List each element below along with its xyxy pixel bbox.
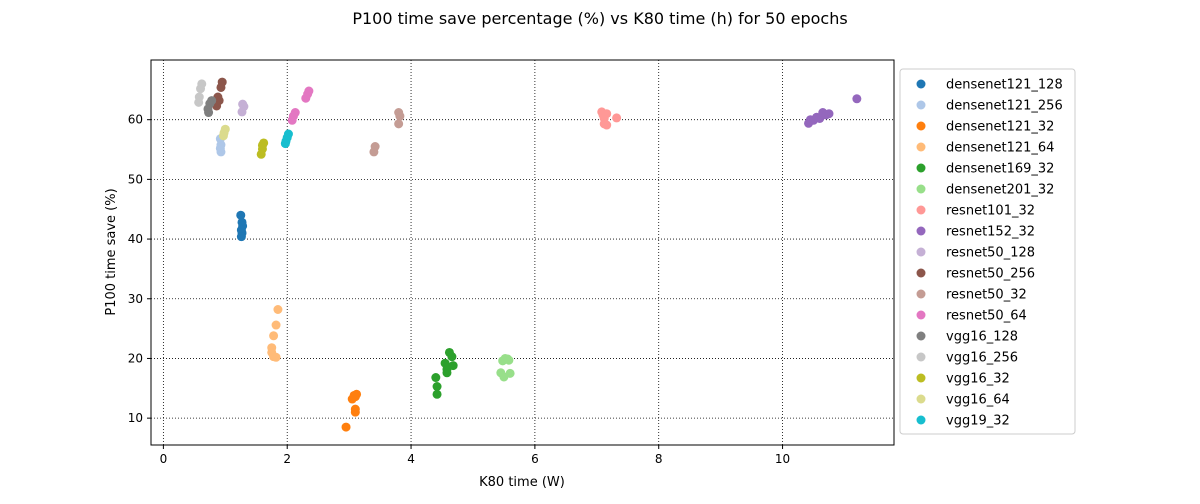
point-resnet50_256 — [216, 82, 226, 92]
point-densenet121_128 — [236, 232, 246, 242]
legend-marker-resnet50_32 — [916, 289, 926, 299]
point-densenet169_32 — [442, 368, 452, 378]
legend-label-densenet121_32: densenet121_32 — [946, 120, 1054, 135]
data-points — [194, 77, 862, 432]
legend-label-vgg16_128: vgg16_128 — [946, 330, 1018, 345]
y-tick-label: 20 — [128, 351, 143, 365]
legend-marker-vgg19_32 — [916, 415, 926, 425]
y-tick-label: 30 — [128, 292, 143, 306]
x-axis-label: K80 time (W) — [479, 475, 565, 490]
y-axis-label: P100 time save (%) — [104, 188, 119, 315]
legend-marker-densenet121_32 — [916, 121, 926, 131]
legend-marker-vgg16_256 — [916, 352, 926, 362]
chart-title: P100 time save percentage (%) vs K80 tim… — [352, 9, 847, 28]
point-densenet169_32 — [448, 361, 458, 371]
point-resnet50_32 — [394, 119, 404, 129]
legend-marker-resnet50_64 — [916, 310, 926, 320]
y-tick-label: 40 — [128, 232, 143, 246]
legend-label-resnet101_32: resnet101_32 — [946, 204, 1035, 219]
point-resnet152_32 — [852, 94, 862, 104]
x-tick-label: 8 — [655, 452, 663, 466]
legend-label-densenet201_32: densenet201_32 — [946, 183, 1054, 198]
point-resnet152_32 — [824, 109, 834, 119]
legend-label-resnet50_64: resnet50_64 — [946, 309, 1027, 324]
legend-frame — [899, 68, 1076, 435]
point-vgg16_128 — [204, 108, 214, 118]
point-densenet169_32 — [431, 373, 441, 383]
x-tick-label: 4 — [407, 452, 415, 466]
point-densenet201_32 — [505, 368, 515, 378]
point-resnet50_64 — [301, 93, 311, 103]
point-densenet121_256 — [216, 147, 226, 157]
x-tick-label: 10 — [775, 452, 790, 466]
y-tick-label: 60 — [128, 113, 143, 127]
legend-marker-densenet201_32 — [916, 184, 926, 194]
point-densenet121_128 — [236, 210, 246, 220]
legend-label-densenet169_32: densenet169_32 — [946, 162, 1054, 177]
legend-marker-densenet169_32 — [916, 163, 926, 173]
point-vgg19_32 — [280, 139, 290, 149]
legend-marker-densenet121_64 — [916, 142, 926, 152]
grid — [151, 60, 894, 445]
point-vgg16_256 — [194, 97, 204, 107]
legend-label-vgg16_256: vgg16_256 — [946, 351, 1018, 366]
point-densenet121_32 — [350, 407, 360, 417]
point-densenet121_64 — [269, 331, 279, 341]
legend: densenet121_128 densenet121_256 densenet12… — [899, 68, 1076, 435]
point-resnet50_128 — [237, 107, 247, 117]
point-densenet121_64 — [273, 305, 283, 315]
point-densenet169_32 — [447, 352, 457, 362]
legend-marker-resnet101_32 — [916, 205, 926, 215]
point-densenet169_32 — [432, 382, 442, 392]
legend-label-densenet121_128: densenet121_128 — [946, 78, 1063, 93]
legend-label-resnet50_32: resnet50_32 — [946, 288, 1027, 303]
point-densenet201_32 — [504, 355, 514, 365]
point-densenet121_64 — [271, 352, 281, 362]
y-tick-label: 50 — [128, 172, 143, 186]
legend-label-resnet50_256: resnet50_256 — [946, 267, 1035, 282]
x-tick-label: 2 — [283, 452, 291, 466]
legend-marker-vgg16_64 — [916, 394, 926, 404]
legend-label-vgg19_32: vgg19_32 — [946, 414, 1010, 429]
point-resnet50_64 — [287, 115, 297, 125]
legend-label-densenet121_256: densenet121_256 — [946, 99, 1063, 114]
point-densenet121_32 — [341, 422, 351, 432]
legend-marker-resnet50_256 — [916, 268, 926, 278]
point-densenet121_64 — [271, 320, 281, 330]
point-vgg16_256 — [196, 84, 206, 94]
x-tick-label: 6 — [531, 452, 539, 466]
point-vgg16_64 — [218, 131, 228, 141]
legend-label-resnet152_32: resnet152_32 — [946, 225, 1035, 240]
x-tick-label: 0 — [160, 452, 168, 466]
point-resnet101_32 — [602, 120, 612, 130]
legend-label-vgg16_64: vgg16_64 — [946, 393, 1010, 408]
point-densenet121_32 — [349, 390, 359, 400]
point-resnet50_32 — [369, 147, 379, 157]
y-tick-label: 10 — [128, 411, 143, 425]
legend-marker-vgg16_32 — [916, 373, 926, 383]
y-axis-ticks: 10 20 30 40 50 60 — [128, 113, 151, 425]
legend-marker-densenet121_128 — [916, 79, 926, 89]
x-axis-ticks: 0 2 4 6 8 10 — [160, 445, 790, 466]
plot-frame — [150, 59, 895, 446]
legend-label-vgg16_32: vgg16_32 — [946, 372, 1010, 387]
legend-marker-vgg16_128 — [916, 331, 926, 341]
legend-marker-densenet121_256 — [916, 100, 926, 110]
legend-marker-resnet152_32 — [916, 226, 926, 236]
legend-label-densenet121_64: densenet121_64 — [946, 141, 1054, 156]
point-resnet101_32 — [602, 109, 612, 119]
point-resnet50_32 — [395, 111, 405, 121]
point-resnet101_32 — [612, 113, 622, 123]
legend-label-resnet50_128: resnet50_128 — [946, 246, 1035, 261]
point-vgg16_32 — [256, 149, 266, 159]
point-densenet169_32 — [432, 389, 442, 399]
legend-marker-resnet50_128 — [916, 247, 926, 257]
